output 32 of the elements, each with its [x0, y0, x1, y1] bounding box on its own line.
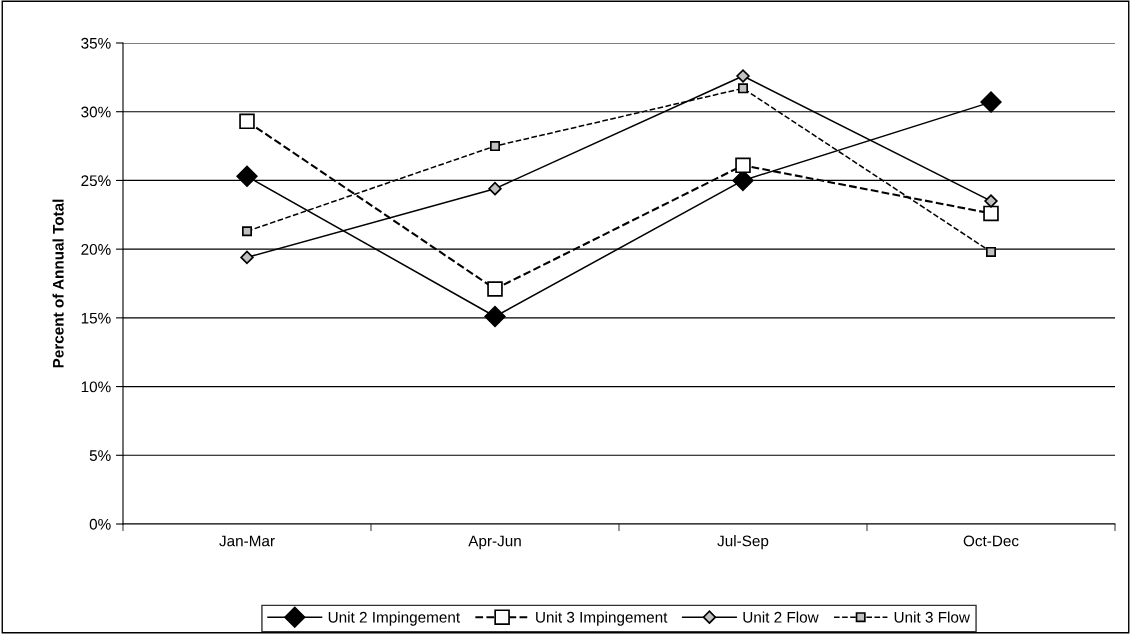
point	[980, 91, 1002, 113]
point	[983, 205, 999, 222]
point	[241, 226, 253, 237]
point	[735, 157, 751, 174]
y-tick-label: 15%	[81, 312, 111, 324]
y-tick-label: 20%	[81, 244, 111, 255]
point	[736, 69, 750, 83]
x-tick-label: Jan-Mar	[219, 535, 275, 547]
legend-label: Unit 3 Impingement	[536, 611, 668, 626]
point	[240, 250, 254, 265]
x-tick-label: Jul-Sep	[717, 535, 769, 550]
point	[487, 281, 503, 297]
point	[236, 165, 258, 187]
point	[484, 305, 506, 328]
point	[488, 181, 502, 196]
x-tick-label: Apr-Jun	[468, 535, 521, 550]
y-axis-title: Percent of Annual Total	[52, 199, 64, 368]
y-tick-label: 5%	[89, 450, 111, 461]
y-tick-label: 30%	[81, 106, 111, 118]
point	[489, 141, 501, 152]
legend-label: Unit 2 Flow	[743, 611, 819, 623]
point	[984, 194, 998, 208]
y-tick-label: 25%	[81, 175, 111, 187]
point	[737, 83, 749, 94]
y-tick-label: 10%	[81, 381, 111, 393]
legend-label: Unit 3 Flow	[894, 611, 970, 623]
y-tick-label: 35%	[81, 37, 111, 49]
y-tick-label: 0%	[89, 518, 111, 530]
legend-label: Unit 2 Impingement	[328, 611, 460, 626]
point	[239, 113, 255, 130]
x-tick-label: Oct-Dec	[963, 535, 1019, 547]
point	[985, 246, 997, 257]
